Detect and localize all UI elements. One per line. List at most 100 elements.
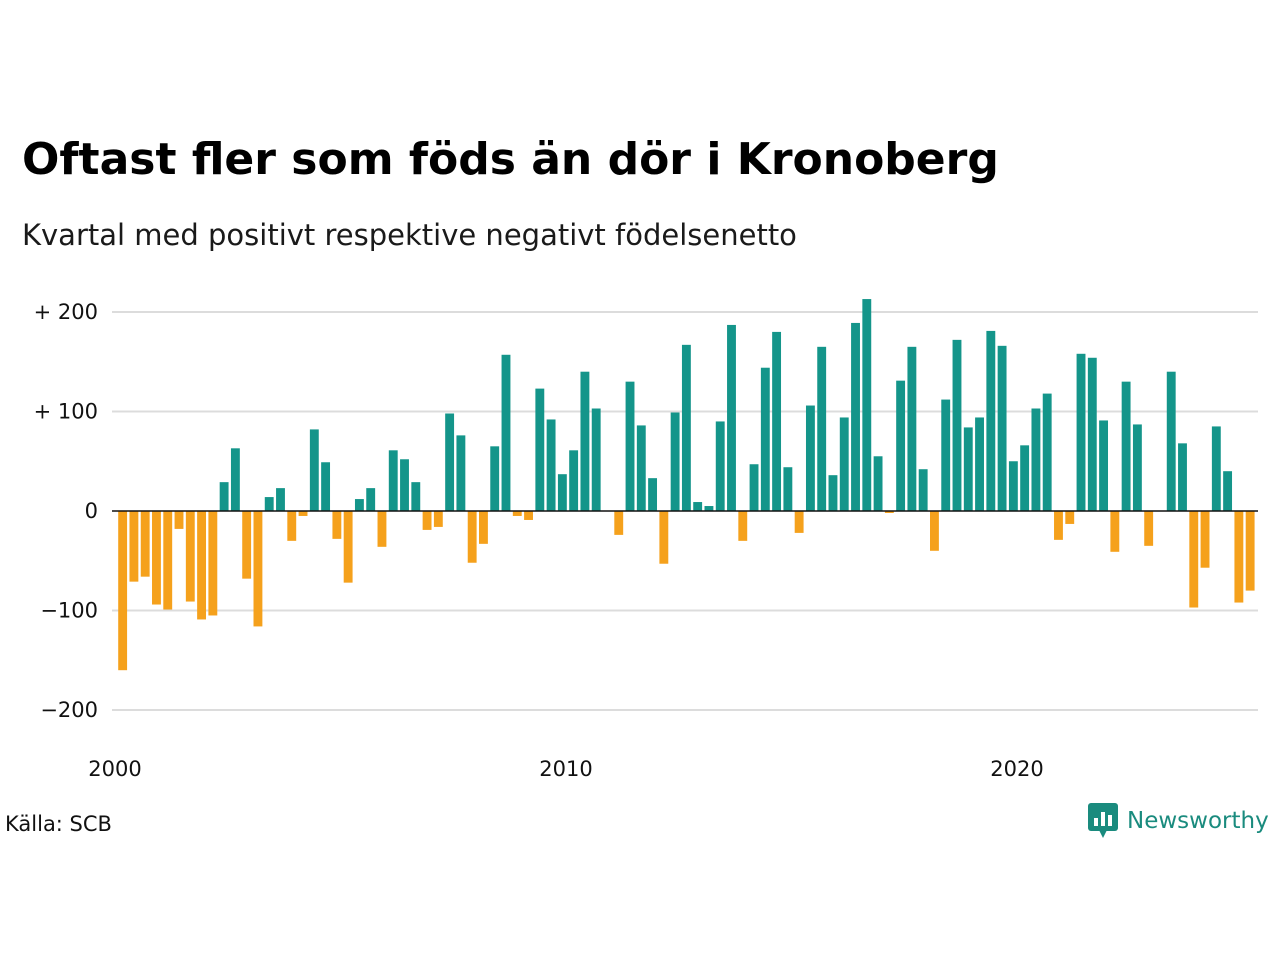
bar (1189, 511, 1199, 608)
bar (997, 345, 1007, 511)
bar (219, 482, 229, 512)
bar (693, 502, 703, 511)
bar-chart-speech-bubble-icon (1088, 803, 1118, 838)
y-tick-label: + 200 (34, 300, 98, 324)
chart-subtitle: Kvartal med positivt respektive negativt… (22, 218, 797, 252)
bar (354, 499, 364, 511)
bar (276, 488, 285, 512)
bar (805, 405, 815, 511)
bar (445, 413, 455, 511)
bar (614, 511, 624, 535)
bar (1211, 426, 1221, 512)
bar (783, 467, 793, 511)
bar (986, 330, 996, 511)
bar (208, 511, 218, 616)
bar (422, 511, 432, 530)
bar (1110, 511, 1120, 552)
bar (242, 511, 252, 579)
bar (400, 459, 409, 511)
bar (163, 511, 173, 610)
bar (1178, 443, 1187, 511)
bar (941, 399, 951, 511)
bar (140, 511, 150, 577)
bar (366, 488, 376, 512)
bar (1099, 420, 1109, 511)
bar (670, 412, 680, 511)
bar (681, 344, 691, 511)
bar (760, 367, 770, 511)
bar (1166, 371, 1176, 511)
bar (1008, 461, 1018, 511)
bar (1087, 357, 1097, 511)
bars (118, 299, 1255, 671)
bar (1065, 511, 1075, 524)
bar (851, 322, 860, 511)
bar (930, 511, 939, 551)
bar (772, 331, 782, 511)
bar (309, 429, 319, 511)
bar (479, 511, 488, 544)
bar (557, 474, 567, 511)
bar (963, 427, 973, 511)
bar (264, 497, 274, 511)
y-tick-label: −100 (40, 599, 98, 623)
grid-lines (112, 311, 1258, 711)
bar (648, 478, 658, 511)
bar (884, 511, 894, 513)
bar (704, 506, 714, 511)
bar (715, 421, 725, 511)
bar-chart: + 200 + 100 0 −100 −200 2000 2010 2020 (34, 299, 1258, 781)
y-tick-label: + 100 (34, 400, 98, 424)
bar (828, 475, 838, 511)
bar (727, 324, 736, 511)
source-note: Källa: SCB (5, 812, 112, 836)
bar (298, 511, 308, 516)
bar (625, 381, 635, 511)
bar (433, 511, 443, 527)
bar (343, 511, 353, 583)
bar (952, 339, 962, 511)
bar (839, 417, 849, 511)
bar (152, 511, 161, 605)
y-tick-label: 0 (85, 499, 98, 523)
bar (873, 456, 883, 512)
bar (975, 417, 984, 511)
bar (1020, 445, 1030, 511)
bar (174, 511, 184, 529)
bar (1234, 511, 1244, 603)
bar (185, 511, 195, 602)
bar (1076, 353, 1086, 511)
bar (591, 408, 601, 511)
bar (524, 511, 533, 520)
bar (918, 469, 928, 511)
tick-labels: + 200 + 100 0 −100 −200 2000 2010 2020 (34, 300, 1044, 781)
bar (1223, 471, 1233, 511)
bar (659, 511, 669, 564)
bar (1245, 511, 1255, 591)
bar (490, 446, 500, 511)
x-tick-label: 2010 (539, 757, 592, 781)
bar (1042, 393, 1052, 511)
bar (332, 511, 342, 539)
bar (411, 482, 421, 512)
bar (738, 511, 748, 541)
y-tick-label: −200 (40, 698, 98, 722)
bar (546, 419, 556, 511)
bar (1031, 408, 1041, 511)
brand-logo: Newsworthy (1088, 803, 1269, 839)
bar (197, 511, 207, 620)
bar (1121, 381, 1131, 511)
bar (467, 511, 477, 563)
x-tick-label: 2000 (88, 757, 141, 781)
bar (129, 511, 139, 582)
bar (512, 511, 522, 516)
bar (794, 511, 804, 533)
bar (1132, 424, 1142, 511)
bar (862, 299, 872, 511)
bar (1054, 511, 1063, 540)
bar (569, 450, 579, 512)
bar (1144, 511, 1154, 546)
bar (321, 462, 331, 512)
brand-name: Newsworthy (1127, 808, 1269, 834)
bar (230, 448, 240, 511)
